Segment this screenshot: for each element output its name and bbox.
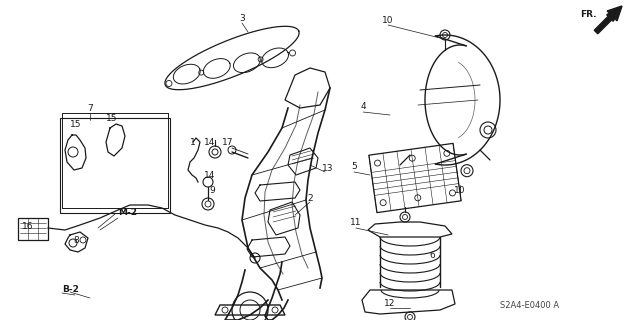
Text: M-2: M-2 [118,207,137,217]
Text: 10: 10 [382,15,394,25]
Text: 9: 9 [209,186,215,195]
FancyArrow shape [594,6,622,34]
Text: 11: 11 [350,218,362,227]
Text: 15: 15 [70,119,82,129]
Text: FR.: FR. [580,10,596,19]
Text: 14: 14 [204,171,216,180]
Text: 10: 10 [454,186,466,195]
Text: 2: 2 [307,194,313,203]
Text: 3: 3 [239,13,245,22]
Text: 16: 16 [22,221,34,230]
Text: 7: 7 [87,103,93,113]
Text: 17: 17 [222,138,234,147]
Text: 15: 15 [106,114,118,123]
Text: 14: 14 [204,138,216,147]
Text: 4: 4 [360,101,366,110]
Text: 13: 13 [323,164,333,172]
Text: S2A4-E0400 A: S2A4-E0400 A [500,300,559,309]
Text: 1: 1 [190,138,196,147]
Text: B-2: B-2 [62,285,79,294]
Text: 8: 8 [73,236,79,244]
Text: 12: 12 [384,300,396,308]
Text: 5: 5 [351,162,357,171]
Bar [60,118,170,213]
Text: 6: 6 [429,252,435,260]
